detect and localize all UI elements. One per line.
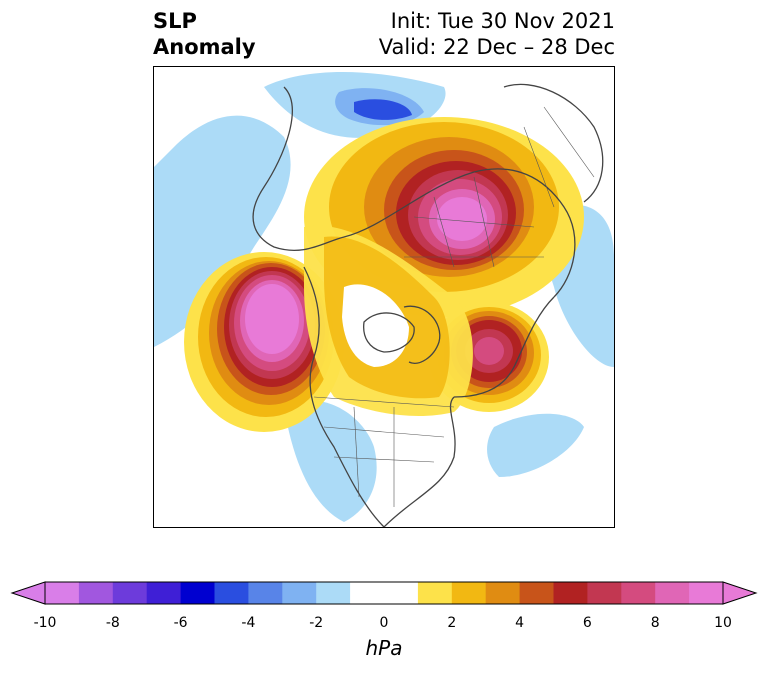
colorbar-segment (282, 582, 317, 604)
valid-date: Valid: 22 Dec – 28 Dec (378, 35, 615, 59)
colorbar (10, 581, 758, 605)
colorbar-segment (350, 582, 385, 604)
title-left: SLP Anomaly (153, 8, 256, 60)
colorbar-label: hPa (365, 636, 403, 660)
colorbar-tick-label: 0 (379, 615, 389, 631)
colorbar-over-arrow (722, 581, 758, 605)
colorbar-segment (621, 582, 656, 604)
borders (313, 106, 595, 507)
colorbar-segment (689, 582, 724, 604)
colorbar-segment (180, 582, 215, 604)
colorbar-tick-label: 8 (650, 615, 660, 631)
colorbar-tick-label: 10 (714, 615, 732, 631)
colorbar-segment (384, 582, 419, 604)
colorbar-tick-label: -4 (241, 615, 256, 631)
pacific-high (184, 252, 344, 432)
title-right: Init: Tue 30 Nov 2021 Valid: 22 Dec – 28… (379, 8, 615, 60)
colorbar-tick-label: -8 (105, 615, 120, 631)
colorbar-tick-label: 6 (582, 615, 592, 631)
anomaly-map (154, 72, 614, 527)
colorbar-tick-label: 4 (515, 615, 525, 631)
colorbar-segment (519, 582, 554, 604)
colorbar-segment (417, 582, 453, 604)
variable-subtitle: Anomaly (153, 35, 256, 59)
colorbar-segment (485, 582, 521, 604)
map-panel (153, 66, 615, 528)
colorbar-segment (553, 582, 588, 604)
variable-title: SLP (153, 9, 197, 33)
positive-band (304, 225, 473, 417)
colorbar-under-arrow (10, 581, 46, 605)
colorbar-segment (112, 582, 148, 604)
colorbar-segment (248, 582, 283, 604)
colorbar-tick-label: -6 (173, 615, 188, 631)
colorbar-segment (78, 582, 114, 604)
colorbar-segment (316, 582, 351, 604)
colorbar-segment (451, 582, 487, 604)
colorbar-tick-label: 2 (447, 615, 457, 631)
colorbar-border (44, 581, 724, 605)
colorbar-segment (214, 582, 249, 604)
colorbar-segment (146, 582, 182, 604)
colorbar-tick-label: -10 (33, 615, 57, 631)
colorbar-segment (655, 582, 690, 604)
coastlines (252, 83, 604, 527)
init-date: Init: Tue 30 Nov 2021 (390, 9, 615, 33)
colorbar-segment (45, 582, 80, 604)
colorbar-tick-label: -2 (309, 615, 324, 631)
colorbar-segment (587, 582, 622, 604)
